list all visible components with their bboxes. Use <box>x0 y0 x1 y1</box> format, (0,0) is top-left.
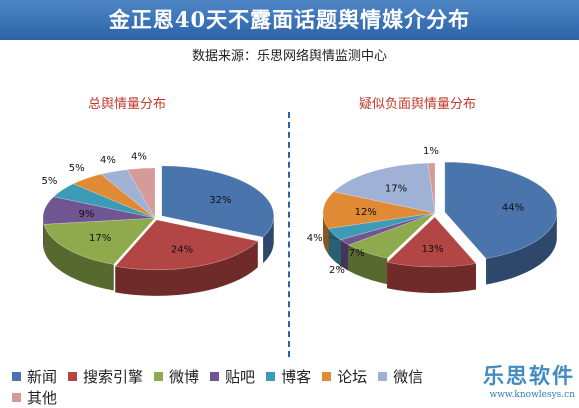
legend-item: 贴吧 <box>210 366 255 387</box>
data-label: 12% <box>355 207 377 218</box>
data-label: 9% <box>78 209 94 220</box>
pie-slice <box>444 161 558 259</box>
data-label: 5% <box>69 163 85 174</box>
pie-slice-side <box>348 244 388 285</box>
pie-slice <box>126 167 156 220</box>
right-chart-title: 疑似负面舆情量分布 <box>359 97 477 112</box>
watermark: 乐思软件 www.knowlesys.cn <box>483 360 575 400</box>
chart-divider <box>288 112 290 357</box>
pie-slice <box>322 191 436 229</box>
legend-label: 微博 <box>169 368 200 386</box>
data-label: 4% <box>131 151 147 162</box>
data-label: 17% <box>89 233 111 244</box>
legend-swatch <box>210 372 220 381</box>
legend-label: 其他 <box>27 389 58 407</box>
pie-slice <box>72 173 156 219</box>
legend-item: 新闻 <box>12 366 57 387</box>
legend-item: 其他 <box>12 387 57 408</box>
pie-slice <box>42 196 156 225</box>
legend-swatch <box>12 393 21 402</box>
pie-slice <box>339 212 436 246</box>
legend-swatch <box>68 372 78 381</box>
data-label: 32% <box>209 195 231 206</box>
data-label: 44% <box>502 202 524 213</box>
data-source: 数据来源：乐思网络舆情监测中心 <box>191 49 387 64</box>
pie-slice-side <box>43 218 44 251</box>
legend-item: 微博 <box>154 366 199 387</box>
pie-chart-0: 32% 24% 17% 9% 5% 5% 4% 4% <box>41 151 275 296</box>
legend-label: 论坛 <box>337 368 368 386</box>
legend-label: 贴吧 <box>225 368 256 386</box>
pie-slice-side <box>340 239 349 271</box>
legend-label: 新闻 <box>27 368 58 386</box>
pie-slice <box>386 216 477 268</box>
pie-slice <box>327 212 436 241</box>
data-label: 24% <box>171 245 193 256</box>
legend-label: 微信 <box>393 368 424 386</box>
pie-slice-side <box>115 241 258 296</box>
pie-slice-side <box>323 213 329 255</box>
data-label: 5% <box>41 176 57 187</box>
pie-slice <box>100 169 156 219</box>
legend-item: 微信 <box>378 366 423 387</box>
callout-line <box>328 236 339 240</box>
legend-swatch <box>266 372 276 381</box>
legend-label: 博客 <box>281 368 312 386</box>
pie-slice <box>43 217 156 265</box>
watermark-brand: 乐思软件 <box>483 364 575 388</box>
legend-swatch <box>322 372 332 381</box>
pie-slice-side <box>43 224 114 291</box>
data-label: 2% <box>329 265 345 276</box>
pie-slice-side <box>486 212 557 285</box>
legend-swatch <box>154 372 164 381</box>
pie-slice <box>161 165 275 238</box>
legend-swatch <box>378 372 388 381</box>
pie-slice-side <box>387 262 476 293</box>
legend-label: 搜索引擎 <box>83 368 144 386</box>
data-label: 13% <box>421 244 443 255</box>
legend-item: 博客 <box>266 366 311 387</box>
pie-slice-side <box>263 215 274 264</box>
page-title: 金正恩40天不露面话题舆情媒介分布 <box>108 7 471 32</box>
callout-line <box>338 246 350 270</box>
pie-slice <box>114 219 259 271</box>
pie-slice <box>427 162 436 214</box>
legend-item: 搜索引擎 <box>68 366 143 387</box>
pie-chart-1: 44% 13% 7% 2% 4% 12% 17% 1% <box>307 146 558 293</box>
data-label: 1% <box>423 146 439 157</box>
data-label: 4% <box>307 233 323 244</box>
legend-item: 论坛 <box>322 366 367 387</box>
pie-slice <box>333 162 436 214</box>
data-label: 7% <box>349 248 365 259</box>
pie-slice <box>347 212 436 259</box>
header-bar: 金正恩40天不露面话题舆情媒介分布 <box>0 0 579 40</box>
data-label: 17% <box>385 183 407 194</box>
legend-swatch <box>12 372 21 381</box>
pie-slice <box>53 183 156 219</box>
legend: 新闻 搜索引擎 微博 贴吧 博客 论坛 微信其他 <box>12 366 482 407</box>
watermark-url: www.knowlesys.cn <box>489 390 576 400</box>
data-label: 4% <box>100 155 116 166</box>
left-chart-title: 总舆情量分布 <box>88 97 167 112</box>
